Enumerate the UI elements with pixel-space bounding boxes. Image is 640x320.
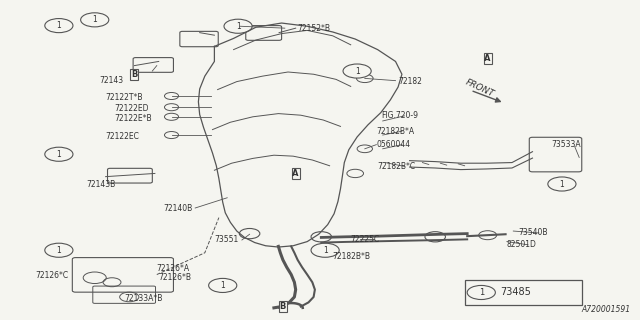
- Text: 73551: 73551: [214, 236, 239, 244]
- Text: 72143: 72143: [99, 76, 124, 84]
- Text: 72122T*B: 72122T*B: [106, 93, 143, 102]
- Text: 1: 1: [56, 150, 61, 159]
- Text: 72126*B: 72126*B: [159, 273, 192, 282]
- Text: 1: 1: [220, 281, 225, 290]
- Text: 1: 1: [479, 288, 484, 297]
- Text: 72126*A: 72126*A: [157, 264, 190, 273]
- Text: A: A: [292, 169, 299, 178]
- Text: 0560044: 0560044: [376, 140, 410, 149]
- Circle shape: [45, 243, 73, 257]
- Text: 1: 1: [355, 67, 360, 76]
- Text: A: A: [484, 54, 491, 63]
- Circle shape: [239, 228, 260, 239]
- Circle shape: [343, 64, 371, 78]
- Text: 72133A*B: 72133A*B: [125, 294, 163, 303]
- Text: 72152*B: 72152*B: [298, 24, 331, 33]
- Text: B: B: [131, 70, 138, 79]
- Circle shape: [467, 285, 495, 300]
- Text: 72140B: 72140B: [163, 204, 193, 212]
- Text: 72126*C: 72126*C: [35, 271, 68, 280]
- Text: 73485: 73485: [500, 287, 531, 298]
- Circle shape: [224, 19, 252, 33]
- Circle shape: [311, 243, 339, 257]
- FancyBboxPatch shape: [465, 280, 582, 305]
- Text: 72182B*C: 72182B*C: [378, 162, 416, 171]
- Circle shape: [81, 13, 109, 27]
- Text: B: B: [280, 302, 286, 311]
- Text: 1: 1: [56, 246, 61, 255]
- Text: 1: 1: [236, 22, 241, 31]
- Text: 72182B*A: 72182B*A: [376, 127, 415, 136]
- Text: 72122ED: 72122ED: [114, 104, 148, 113]
- Circle shape: [45, 147, 73, 161]
- Circle shape: [548, 177, 576, 191]
- Text: 1: 1: [92, 15, 97, 24]
- Text: 72122E*B: 72122E*B: [114, 114, 152, 123]
- Circle shape: [209, 278, 237, 292]
- Text: 1: 1: [559, 180, 564, 188]
- Text: FRONT: FRONT: [464, 77, 495, 99]
- Text: 72122EC: 72122EC: [106, 132, 140, 141]
- Text: 72225C: 72225C: [351, 235, 380, 244]
- Circle shape: [45, 19, 73, 33]
- Text: 1: 1: [323, 246, 328, 255]
- Text: 1: 1: [56, 21, 61, 30]
- Text: 72182: 72182: [398, 77, 422, 86]
- Text: FIG.720-9: FIG.720-9: [381, 111, 418, 120]
- Text: 72182B*B: 72182B*B: [333, 252, 371, 261]
- Circle shape: [311, 232, 332, 242]
- Text: 73540B: 73540B: [518, 228, 548, 237]
- Circle shape: [425, 232, 445, 242]
- Text: 72143B: 72143B: [86, 180, 116, 188]
- Text: 73533A: 73533A: [552, 140, 581, 149]
- Text: 82501D: 82501D: [507, 240, 537, 249]
- Text: A720001591: A720001591: [581, 305, 630, 314]
